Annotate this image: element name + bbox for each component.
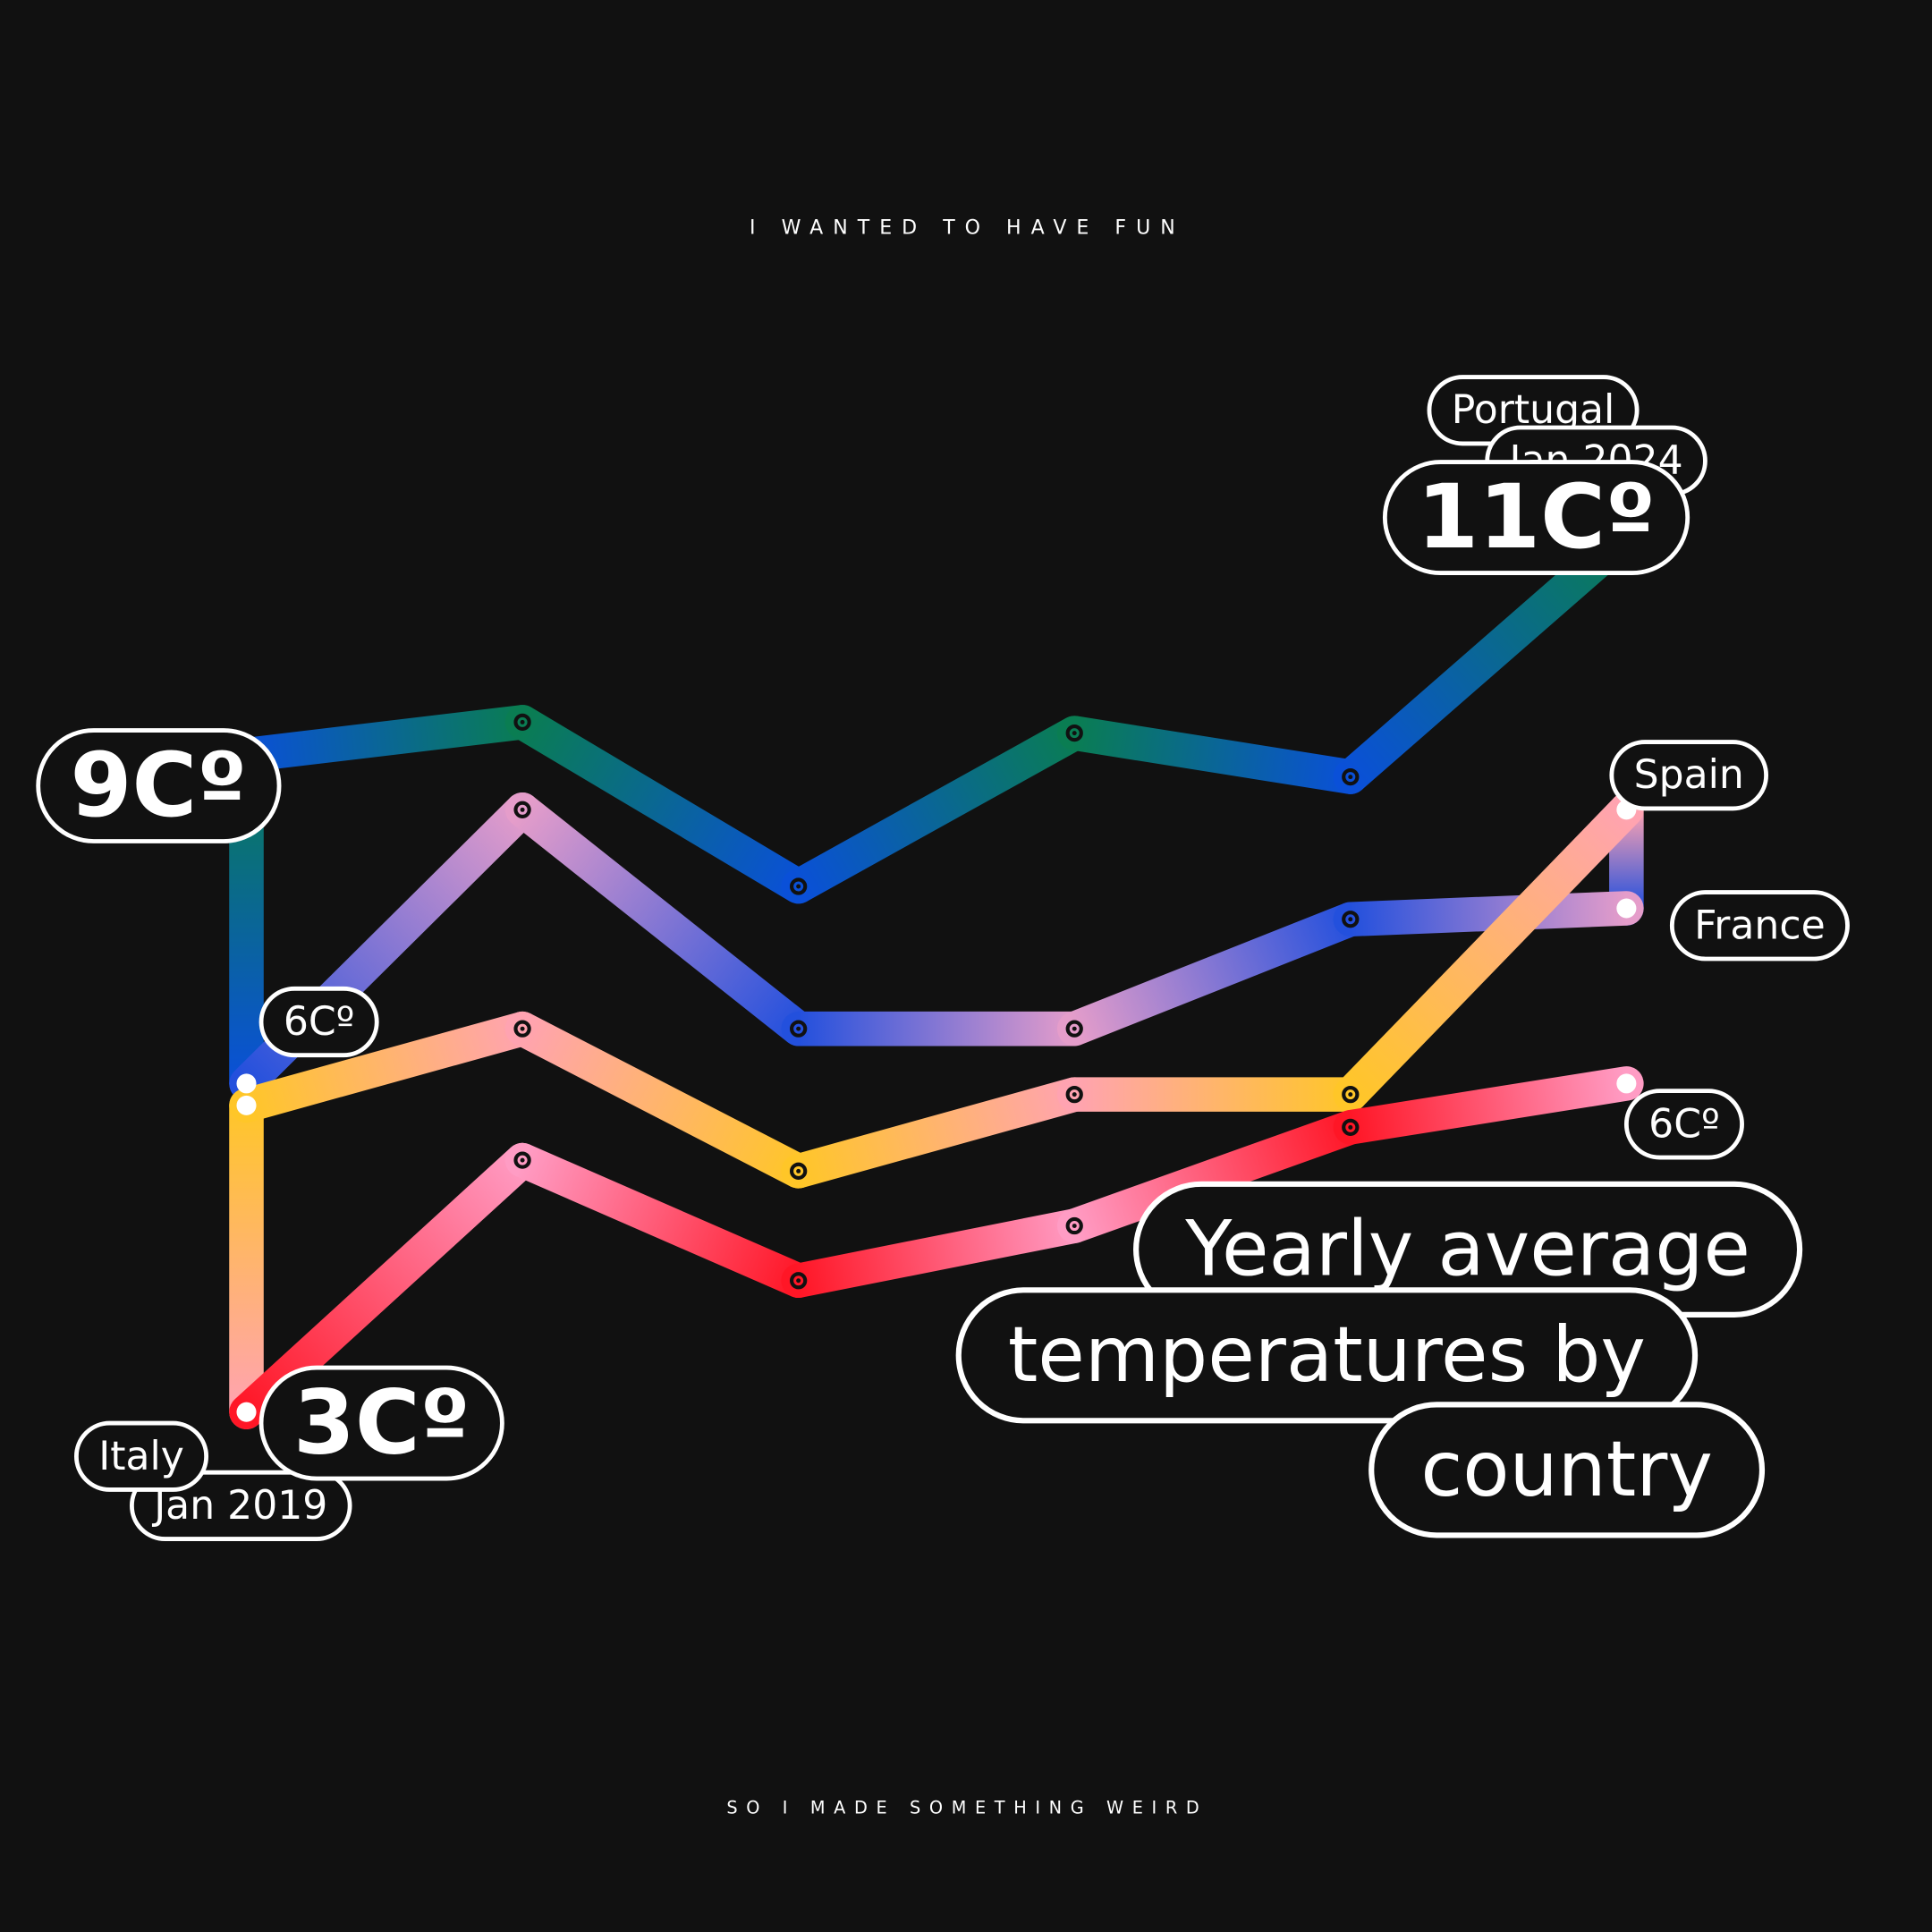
point-center (1348, 1092, 1353, 1097)
point (1065, 1020, 1083, 1038)
point (513, 801, 531, 818)
point-center (520, 719, 525, 724)
point (513, 1020, 531, 1038)
point (513, 713, 531, 732)
end-point (1616, 898, 1637, 919)
chart-title: Yearly average (1184, 1205, 1750, 1293)
value-label: 11Cº (1417, 466, 1656, 569)
chart-title: country (1420, 1426, 1713, 1514)
end-point (236, 1095, 257, 1115)
value-label: 3Cº (293, 1372, 470, 1475)
point-center (796, 1278, 801, 1284)
value-label-box (1382, 460, 1690, 575)
line-segment (504, 792, 816, 1046)
point-center (1072, 1026, 1077, 1031)
point-center (1348, 917, 1353, 922)
series-label: Italy (98, 1434, 184, 1479)
point-center (796, 1168, 801, 1174)
series-label: France (1694, 902, 1826, 948)
point (1342, 767, 1360, 786)
point (513, 1151, 531, 1169)
point-center (520, 807, 525, 812)
value-label: 6Cº (1648, 1101, 1720, 1147)
point (1342, 911, 1360, 928)
line-segment (1056, 1110, 1368, 1243)
point (1065, 1216, 1083, 1235)
point-center (1072, 1224, 1077, 1229)
value-label-box (1623, 1089, 1744, 1160)
point (790, 1162, 808, 1180)
point (790, 1272, 808, 1290)
value-label: 6Cº (284, 999, 355, 1045)
line-segment (1056, 716, 1368, 794)
caption: SO I MADE SOMETHING WEIRD (726, 1797, 1208, 1818)
point (1065, 1085, 1083, 1104)
value-label-box (36, 728, 282, 843)
line-segment (229, 1142, 540, 1429)
point-center (1348, 1124, 1353, 1130)
value-label-box (258, 986, 379, 1058)
subtitle: I WANTED TO HAVE FUN (750, 216, 1185, 239)
point (1342, 1118, 1360, 1136)
line-segment (1333, 1066, 1644, 1145)
end-point (236, 1073, 257, 1094)
point-center (520, 1157, 525, 1163)
line-segment (1333, 891, 1644, 937)
end-point (236, 1402, 257, 1422)
line-segment (1056, 902, 1368, 1046)
line-segment (1333, 518, 1644, 794)
series-label-box (73, 1420, 209, 1492)
value-label-box (258, 1365, 504, 1481)
series-label-box (1609, 740, 1768, 811)
point (790, 877, 808, 895)
chart-title: temperatures by (1008, 1311, 1646, 1400)
line-segment (781, 1077, 1092, 1189)
line-segment (781, 1208, 1092, 1299)
line-segment (504, 1142, 816, 1299)
point-center (1072, 1092, 1077, 1097)
point-center (1348, 775, 1353, 780)
value-label: 9Cº (71, 734, 248, 837)
point (790, 1020, 808, 1038)
line-segment (229, 705, 540, 773)
chart-title-box (1368, 1402, 1766, 1538)
line-segment (504, 1011, 816, 1189)
chart-title-box (955, 1287, 1699, 1424)
line-segment (504, 705, 816, 904)
line-segment (229, 1011, 540, 1123)
series-label-box (1669, 890, 1850, 962)
line-segment (1333, 792, 1644, 1112)
point-center (1072, 731, 1077, 736)
point-center (520, 1026, 525, 1031)
line-segment (781, 716, 1092, 904)
end-point (1616, 1073, 1637, 1094)
point-center (796, 1026, 801, 1031)
series-label: Spain (1634, 752, 1744, 798)
point (1342, 1085, 1360, 1104)
point (1065, 724, 1083, 742)
point-center (796, 884, 801, 889)
